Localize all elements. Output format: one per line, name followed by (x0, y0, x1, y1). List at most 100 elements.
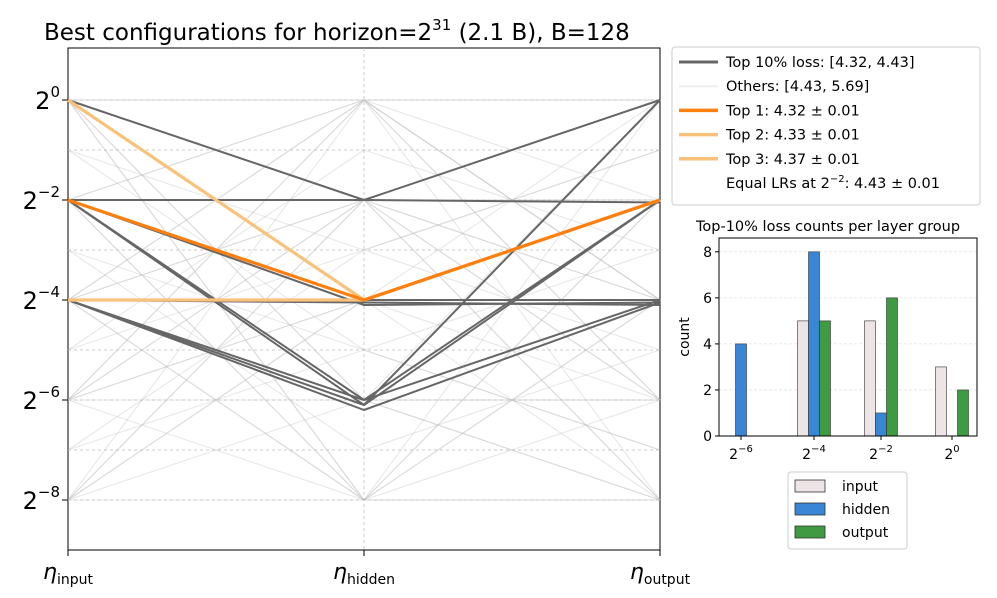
y-tick-exp: −4 (38, 283, 60, 301)
hist-x-tick-base: 2 (869, 447, 878, 463)
parallel-plot: 202−22−42−62−8 ηinput ηhidden ηoutput (23, 47, 691, 588)
hist-x-tick-base: 2 (802, 447, 811, 463)
hist-x-tick-exp: −6 (738, 444, 753, 455)
hist-bar-input (935, 366, 947, 437)
x-axis-label: ηoutput (630, 560, 691, 588)
x-axis-symbol: η (630, 560, 644, 585)
hist-x-tick-label: 2−4 (802, 444, 826, 463)
hist-bar-hidden (735, 343, 747, 437)
hist-y-tick-label: 4 (703, 337, 712, 353)
main-chart-title: Best configurations for horizon=231 (2.1… (44, 16, 630, 46)
histogram: Top-10% loss counts per layer group 0246… (677, 219, 978, 463)
legend-label-top2: Top 2: 4.33 ± 0.01 (725, 128, 860, 144)
hist-bar-input (797, 320, 809, 437)
hist-legend-swatch-hidden (794, 502, 826, 516)
hist-legend-label-input: input (842, 479, 879, 495)
legend-label-top1: Top 1: 4.32 ± 0.01 (725, 103, 860, 119)
others-line (67, 249, 661, 351)
hist-y-tick-label: 2 (703, 383, 712, 399)
others-line (67, 249, 661, 351)
others-line (67, 249, 661, 451)
hist-x-tick-label: 2−6 (729, 444, 753, 463)
histogram-y-label: count (677, 317, 693, 357)
x-axis-label: ηhidden (333, 560, 395, 588)
legend-text: Top 2: 4.33 ± 0.01 (725, 128, 860, 144)
hist-x-tick-base: 2 (944, 447, 953, 463)
histogram-frame (718, 237, 978, 437)
x-axis-symbol: η (43, 560, 57, 585)
top10-line (67, 199, 661, 406)
main-legend: Top 10% loss: [4.32, 4.43] Others: [4.43,… (671, 46, 981, 206)
top1-line (67, 198, 661, 302)
top10-line (68, 199, 661, 204)
legend-text: Equal LRs at 2 (726, 176, 830, 192)
hist-bar-output (957, 389, 969, 437)
legend-label-top10: Top 10% loss: [4.32, 4.43] (725, 55, 915, 71)
x-axis-subscript: output (644, 572, 691, 588)
legend-exp: −2 (830, 174, 845, 185)
main-legend-frame (671, 46, 981, 206)
hist-x-tick-exp: −4 (811, 444, 826, 455)
y-tick-exp: −6 (38, 383, 60, 401)
legend-text: Top 3: 4.37 ± 0.01 (725, 152, 860, 168)
y-tick-label: 2−6 (23, 383, 60, 415)
legend-label-others: Others: [4.43, 5.69] (726, 79, 869, 95)
hist-bar-input (864, 320, 876, 437)
x-axis-label: ηinput (43, 560, 93, 588)
hist-legend-swatch-output (794, 525, 826, 539)
hist-legend-label-output: output (842, 525, 889, 541)
y-tick-label: 2−4 (23, 283, 60, 315)
legend-label-top3: Top 3: 4.37 ± 0.01 (725, 152, 860, 168)
y-tick-label: 2−8 (23, 483, 60, 515)
hist-bar-output (819, 320, 831, 437)
legend-text: Top 10% loss: [4.32, 4.43] (725, 55, 915, 71)
hist-y-tick-label: 0 (703, 429, 712, 445)
y-tick-exp: −8 (38, 483, 60, 501)
y-axis-ticks: 202−22−42−62−8 (23, 83, 68, 515)
hist-legend-label-hidden: hidden (842, 502, 890, 518)
hist-x-tick-exp: −2 (878, 444, 893, 455)
histogram-x-ticks: 2−6 2−4 2−2 20 (729, 436, 960, 463)
x-axis-symbol: η (333, 560, 347, 585)
y-tick-base: 2 (23, 387, 38, 415)
y-tick-exp: −2 (38, 183, 60, 201)
legend-suffix: : 4.43 ± 0.01 (845, 176, 940, 192)
y-tick-base: 2 (23, 487, 38, 515)
y-tick-exp: 0 (50, 83, 60, 101)
y-tick-label: 2−2 (23, 183, 60, 215)
others-line (67, 149, 661, 451)
hist-bar-output (886, 297, 898, 437)
others-line (67, 299, 660, 501)
legend-label-equal: Equal LRs at 2−2: 4.43 ± 0.01 (726, 174, 940, 192)
others-line (67, 149, 661, 351)
legend-text: Top 1: 4.32 ± 0.01 (725, 103, 860, 119)
hist-x-tick-exp: 0 (953, 444, 959, 455)
legend-text: Others: [4.43, 5.69] (726, 79, 869, 95)
y-tick-label: 20 (35, 83, 60, 115)
y-tick-base: 2 (35, 87, 50, 115)
hist-y-tick-label: 8 (703, 245, 712, 261)
hist-bar-hidden (808, 251, 820, 437)
x-axis-labels: ηinput ηhidden ηoutput (43, 550, 691, 588)
y-tick-base: 2 (23, 287, 38, 315)
hist-y-tick-label: 6 (703, 291, 712, 307)
x-axis-subscript: input (57, 572, 94, 588)
y-tick-base: 2 (23, 187, 38, 215)
others-line (67, 149, 661, 251)
histogram-y-ticks: 0 2 4 6 8 (703, 245, 719, 445)
highlighted-lines (67, 98, 661, 302)
hist-x-tick-label: 20 (944, 444, 959, 463)
histogram-legend: input hidden output (787, 471, 908, 550)
others-line (67, 299, 661, 501)
others-line (67, 149, 661, 451)
hist-x-tick-base: 2 (729, 447, 738, 463)
top10-line (67, 199, 661, 401)
others-line (67, 349, 661, 451)
hist-x-tick-label: 2−2 (869, 444, 893, 463)
hist-bar-hidden (875, 412, 887, 437)
hist-legend-swatch-input (794, 479, 826, 493)
x-axis-subscript: hidden (347, 572, 395, 588)
histogram-title: Top-10% loss counts per layer group (695, 219, 960, 235)
top10-line (67, 299, 661, 411)
